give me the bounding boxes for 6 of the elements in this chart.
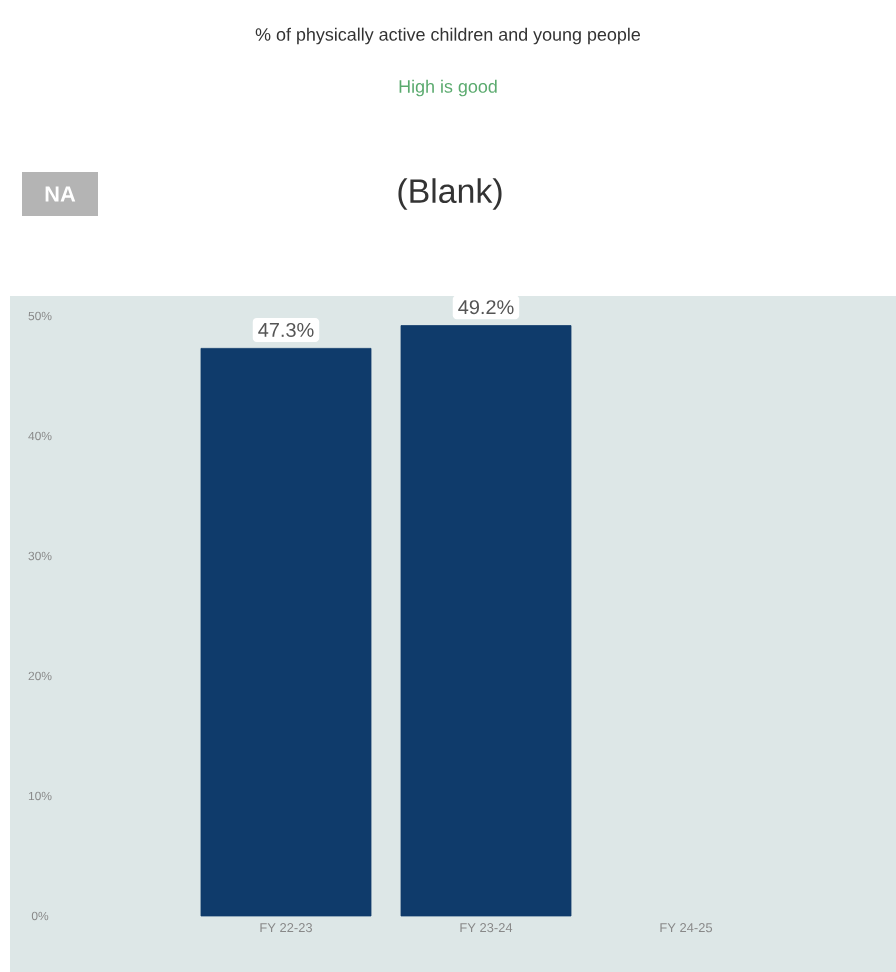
text: NA <box>45 186 76 202</box>
data-label: 49.2% <box>458 300 514 315</box>
text: (Blank) <box>398 178 502 210</box>
chart-title: % of physically active children and young people <box>255 27 641 45</box>
data-label: 47.3% <box>258 322 314 338</box>
chart-subtitle: High is good <box>399 79 497 97</box>
